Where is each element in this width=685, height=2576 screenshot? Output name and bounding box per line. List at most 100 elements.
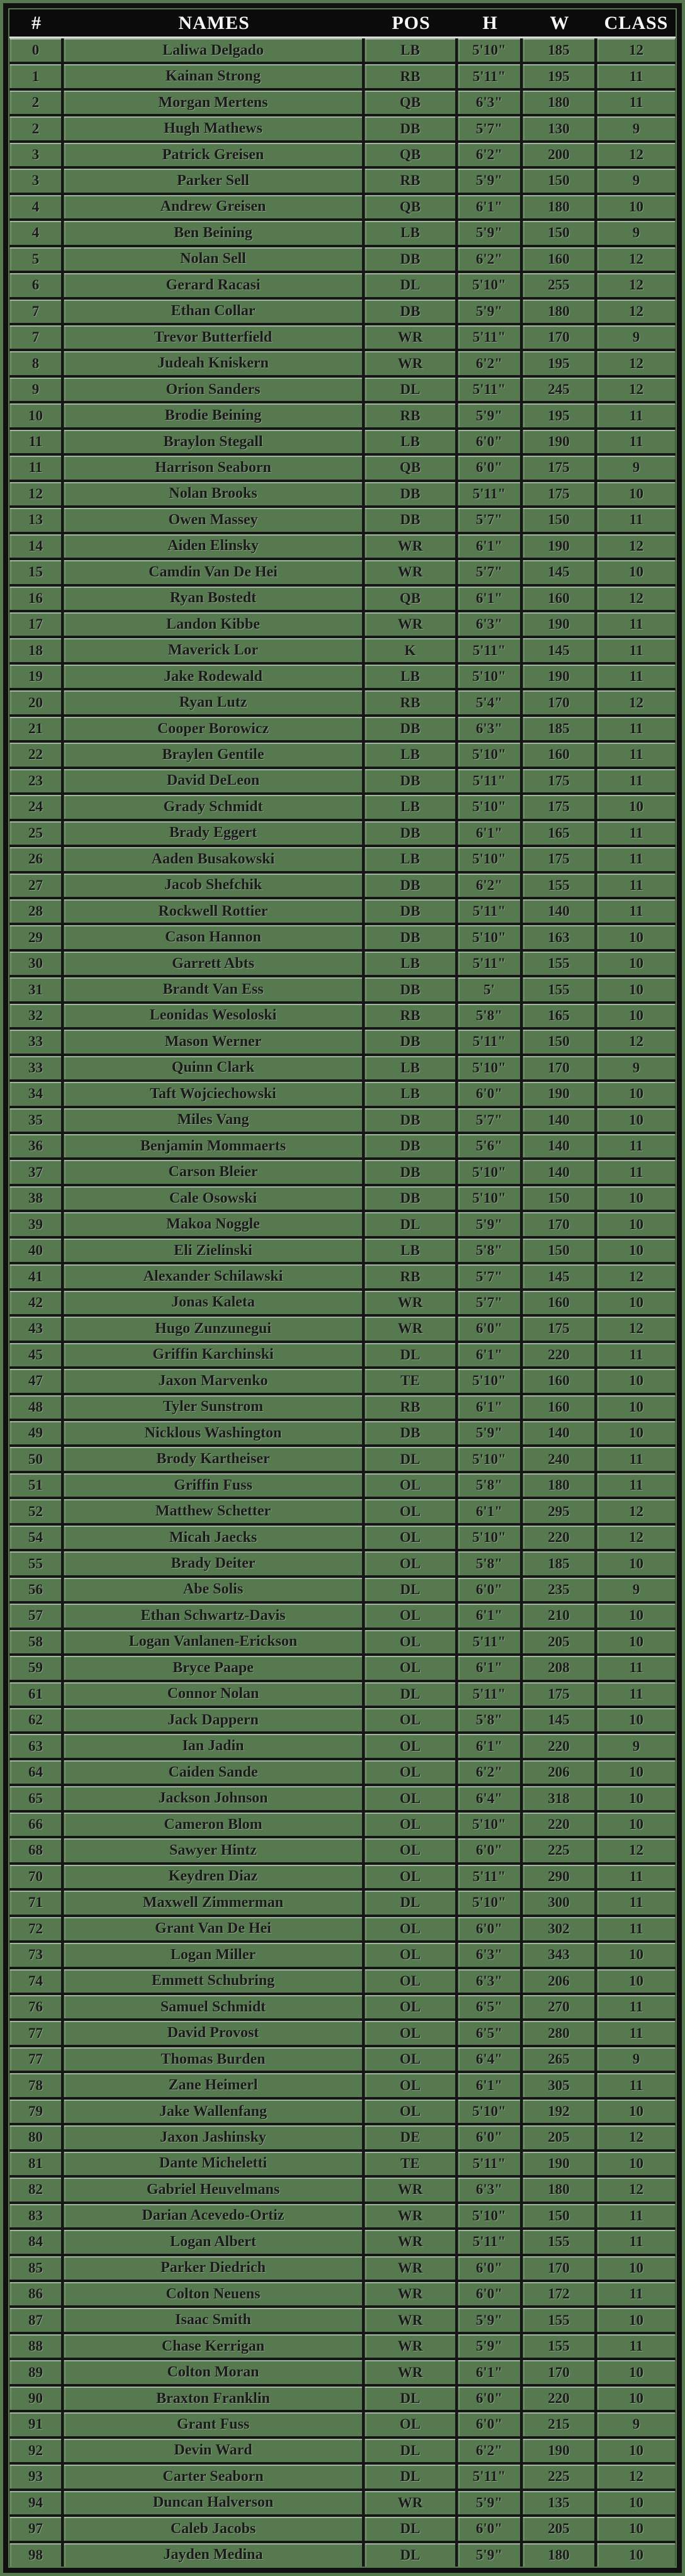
jersey-number-cell: 50	[9, 1447, 64, 1471]
position-cell: DB	[365, 481, 458, 506]
height-cell: 6'1"	[458, 1604, 523, 1628]
name-cell: Grant Fuss	[64, 2412, 365, 2436]
class-cell: 10	[597, 1369, 676, 1393]
position-cell: OL	[365, 1786, 458, 1810]
table-row: 0 Laliwa Delgado LB 5'10" 185 12	[9, 38, 676, 65]
class-cell: 11	[597, 1342, 676, 1367]
table-row: 38 Cale Osowski DB 5'10" 150 10	[9, 1186, 676, 1213]
class-cell: 10	[597, 1395, 676, 1419]
weight-cell: 150	[523, 1186, 597, 1210]
position-cell: DL	[365, 2438, 458, 2463]
class-cell: 10	[597, 560, 676, 584]
name-cell: Landon Kibbe	[64, 612, 365, 636]
table-row: 26 Aaden Busakowski LB 5'10" 175 11	[9, 847, 676, 874]
table-row: 3 Parker Sell RB 5'9" 150 9	[9, 169, 676, 195]
jersey-number-cell: 30	[9, 951, 64, 976]
table-row: 70 Keydren Diaz OL 5'11" 290 11	[9, 1864, 676, 1891]
class-cell: 10	[597, 2438, 676, 2463]
table-row: 7 Trevor Butterfield WR 5'11" 170 9	[9, 325, 676, 352]
class-cell: 11	[597, 873, 676, 897]
weight-cell: 150	[523, 2203, 597, 2228]
position-cell: OL	[365, 1734, 458, 1758]
table-row: 45 Griffin Karchinski DL 6'1" 220 11	[9, 1342, 676, 1370]
table-row: 25 Brady Eggert DB 6'1" 165 11	[9, 821, 676, 848]
weight-cell: 170	[523, 1212, 597, 1236]
jersey-number-cell: 21	[9, 716, 64, 741]
height-cell: 5'7"	[458, 1264, 523, 1288]
table-row: 72 Grant Van De Hei OL 6'0" 302 11	[9, 1916, 676, 1943]
table-row: 33 Quinn Clark LB 5'10" 170 9	[9, 1055, 676, 1083]
weight-cell: 175	[523, 481, 597, 506]
height-cell: 6'1"	[458, 1656, 523, 1680]
column-header-height: H	[482, 12, 498, 33]
jersey-number-cell: 0	[9, 38, 64, 62]
position-cell: OL	[365, 1969, 458, 1993]
class-cell: 10	[597, 1708, 676, 1732]
jersey-number-cell: 52	[9, 1499, 64, 1523]
weight-cell: 215	[523, 2412, 597, 2436]
name-cell: Rockwell Rottier	[64, 899, 365, 923]
weight-cell: 195	[523, 64, 597, 88]
position-cell: OL	[365, 1604, 458, 1628]
class-cell: 11	[597, 821, 676, 845]
name-cell: Tyler Sunstrom	[64, 1395, 365, 1419]
class-cell: 10	[597, 1551, 676, 1575]
class-cell: 11	[597, 508, 676, 532]
name-cell: Miles Vang	[64, 1108, 365, 1132]
jersey-number-cell: 37	[9, 1160, 64, 1184]
position-cell: OL	[365, 1760, 458, 1784]
height-cell: 5'7"	[458, 508, 523, 532]
name-cell: Matthew Schetter	[64, 1499, 365, 1523]
position-cell: LB	[365, 847, 458, 871]
name-cell: Trevor Butterfield	[64, 325, 365, 349]
name-cell: Logan Albert	[64, 2230, 365, 2254]
height-cell: 6'5"	[458, 2021, 523, 2045]
weight-cell: 150	[523, 508, 597, 532]
name-cell: Cale Osowski	[64, 1186, 365, 1210]
table-row: 76 Samuel Schmidt OL 6'5" 270 11	[9, 1994, 676, 2022]
weight-cell: 150	[523, 1030, 597, 1054]
table-row: 22 Braylen Gentile LB 5'10" 160 11	[9, 743, 676, 769]
name-cell: Hugh Mathews	[64, 116, 365, 140]
weight-cell: 180	[523, 194, 597, 219]
table-row: 98 Jayden Medina DL 5'9" 180 10	[9, 2543, 676, 2567]
name-cell: Grant Van De Hei	[64, 1916, 365, 1941]
position-cell: DB	[365, 716, 458, 741]
jersey-number-cell: 82	[9, 2178, 64, 2202]
height-cell: 5'7"	[458, 116, 523, 140]
jersey-number-cell: 9	[9, 377, 64, 402]
position-cell: LB	[365, 1238, 458, 1263]
name-cell: Dante Micheletti	[64, 2151, 365, 2176]
jersey-number-cell: 2	[9, 90, 64, 115]
jersey-number-cell: 25	[9, 821, 64, 845]
class-cell: 12	[597, 299, 676, 323]
jersey-number-cell: 39	[9, 1212, 64, 1236]
class-cell: 12	[597, 586, 676, 610]
position-cell: OL	[365, 1812, 458, 1836]
weight-cell: 290	[523, 1864, 597, 1889]
table-row: 91 Grant Fuss OL 6'0" 215 9	[9, 2412, 676, 2439]
height-cell: 5'11"	[458, 2465, 523, 2489]
class-cell: 12	[597, 2178, 676, 2202]
weight-cell: 140	[523, 1134, 597, 1158]
name-cell: Caiden Sande	[64, 1760, 365, 1784]
class-cell: 11	[597, 1656, 676, 1680]
table-row: 18 Maverick Lor K 5'11" 145 11	[9, 638, 676, 665]
height-cell: 5'6"	[458, 1134, 523, 1158]
position-cell: WR	[365, 1317, 458, 1341]
height-cell: 6'2"	[458, 142, 523, 167]
height-cell: 5'8"	[458, 1003, 523, 1028]
class-cell: 12	[597, 38, 676, 62]
name-cell: Jack Dappern	[64, 1708, 365, 1732]
name-cell: Maxwell Zimmerman	[64, 1891, 365, 1915]
weight-cell: 185	[523, 38, 597, 62]
position-cell: DB	[365, 1108, 458, 1132]
class-cell: 12	[597, 1030, 676, 1054]
table-row: 74 Emmett Schubring OL 6'3" 206 10	[9, 1969, 676, 1995]
weight-cell: 155	[523, 2308, 597, 2332]
jersey-number-cell: 80	[9, 2125, 64, 2149]
class-cell: 10	[597, 2517, 676, 2541]
table-row: 59 Bryce Paape OL 6'1" 208 11	[9, 1656, 676, 1682]
jersey-number-cell: 10	[9, 403, 64, 427]
weight-cell: 155	[523, 2230, 597, 2254]
